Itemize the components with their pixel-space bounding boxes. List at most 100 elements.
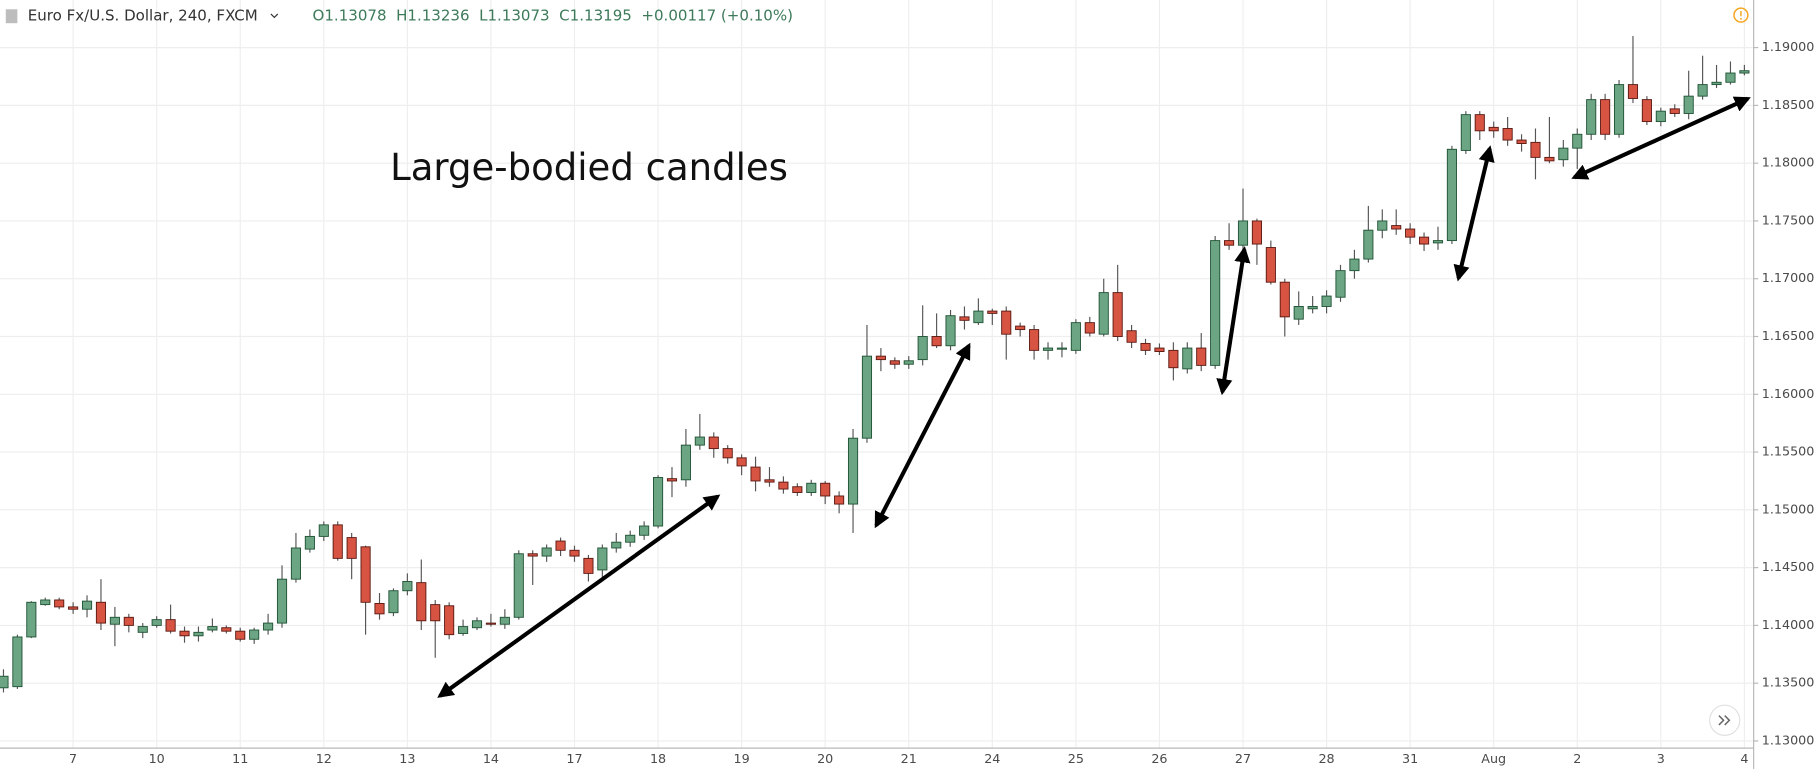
- candle-body: [959, 316, 970, 321]
- candle-body: [290, 547, 302, 580]
- x-tick-label: 31: [1402, 752, 1418, 767]
- y-tick-label: 1.17500: [1762, 213, 1815, 228]
- candle-body: [1042, 347, 1054, 351]
- dropdown-icon[interactable]: [270, 13, 279, 19]
- x-tick-label: 10: [149, 752, 165, 767]
- candle-body: [123, 616, 134, 626]
- y-tick-label: 1.16000: [1762, 387, 1815, 402]
- candle-body: [388, 590, 399, 614]
- x-tick-label: 28: [1318, 752, 1334, 767]
- candle-body: [1196, 347, 1207, 366]
- candle-body: [1558, 147, 1569, 161]
- candle-body: [1112, 292, 1123, 337]
- candle-body: [207, 626, 218, 631]
- candle-body: [527, 553, 538, 557]
- candle-body: [889, 360, 900, 365]
- candle-body: [1391, 225, 1402, 230]
- candle-body: [276, 578, 288, 624]
- x-tick-label: 24: [984, 752, 1000, 767]
- x-tick-label: 3: [1657, 752, 1665, 767]
- candle-body: [1488, 126, 1499, 132]
- x-tick-label: 13: [399, 752, 415, 767]
- candle-body: [1001, 310, 1012, 335]
- candle-body: [54, 599, 65, 608]
- candle-body: [597, 547, 608, 571]
- candle-body: [416, 582, 427, 622]
- candle-body: [1739, 70, 1750, 74]
- candle-body: [1056, 347, 1068, 350]
- candle-body: [1586, 99, 1597, 135]
- candle-body: [1126, 330, 1137, 343]
- candle-body: [834, 495, 845, 505]
- candle-body: [1307, 305, 1318, 310]
- y-tick-label: 1.18000: [1762, 156, 1815, 171]
- candle-body: [778, 481, 789, 490]
- candle-body: [95, 601, 107, 624]
- candle-body: [1293, 305, 1304, 320]
- candle-body: [374, 602, 385, 615]
- candle-body: [1641, 99, 1652, 123]
- annotation: Large-bodied candles: [390, 146, 788, 189]
- x-tick-label: 25: [1068, 752, 1084, 767]
- candle-body: [193, 631, 204, 637]
- candle-body: [722, 448, 733, 459]
- candle-body: [1697, 84, 1708, 97]
- candle-body: [1613, 84, 1625, 135]
- symbol-flag[interactable]: [5, 9, 18, 24]
- x-tick-label: 17: [566, 752, 582, 767]
- candle-body: [1210, 240, 1221, 366]
- candle-body: [1627, 84, 1639, 99]
- arrow: [1453, 145, 1495, 282]
- candle-body: [1502, 128, 1513, 141]
- candle-body: [346, 537, 357, 559]
- symbol-title[interactable]: Euro Fx/U.S. Dollar, 240, FXCM: [28, 7, 258, 25]
- scroll-to-end-button[interactable]: [1709, 704, 1741, 736]
- candle-body: [485, 622, 496, 625]
- candle-body: [151, 619, 162, 626]
- candle-body: [304, 535, 315, 550]
- y-tick-label: 1.14000: [1762, 618, 1815, 633]
- candle-body: [513, 553, 524, 618]
- candle-body: [541, 547, 552, 557]
- candle-body: [1279, 281, 1290, 318]
- candle-body: [569, 549, 580, 557]
- candle-body: [792, 486, 803, 493]
- candle-body: [1572, 133, 1583, 149]
- x-tick-label: 20: [817, 752, 833, 767]
- x-tick-label: 21: [901, 752, 917, 767]
- y-tick-label: 1.13000: [1762, 733, 1815, 748]
- candle-body: [263, 622, 274, 631]
- candle-body: [1474, 114, 1485, 132]
- x-tick-label: 4: [1740, 752, 1748, 767]
- candle-body: [625, 534, 636, 543]
- candle-body: [109, 616, 120, 625]
- candle-body: [1711, 81, 1722, 86]
- grid: [0, 0, 1754, 749]
- candle-body: [1419, 236, 1430, 245]
- candle-body: [583, 557, 594, 574]
- arrows: [437, 96, 1751, 698]
- candle-body: [750, 466, 761, 482]
- candle-body: [458, 626, 469, 634]
- arrow: [1571, 96, 1751, 180]
- candle-body: [875, 355, 886, 361]
- x-tick-label: 19: [734, 752, 750, 767]
- candle-body: [499, 616, 510, 625]
- candle-body: [1405, 228, 1416, 238]
- candle-body: [1530, 141, 1541, 158]
- y-tick-label: 1.19000: [1762, 40, 1815, 55]
- candle-body: [471, 620, 483, 629]
- candle-body: [1725, 72, 1736, 83]
- alert-icon[interactable]: [1733, 7, 1749, 23]
- candle-body: [820, 482, 831, 497]
- candle-body: [917, 336, 928, 361]
- candle-body: [12, 636, 23, 688]
- candle-body: [1669, 108, 1680, 114]
- candle-body: [903, 360, 914, 365]
- candle-body: [1349, 258, 1360, 272]
- y-tick-label: 1.17000: [1762, 271, 1815, 286]
- candle-body: [806, 482, 817, 493]
- candle-body: [235, 630, 246, 640]
- candle-body: [332, 524, 343, 559]
